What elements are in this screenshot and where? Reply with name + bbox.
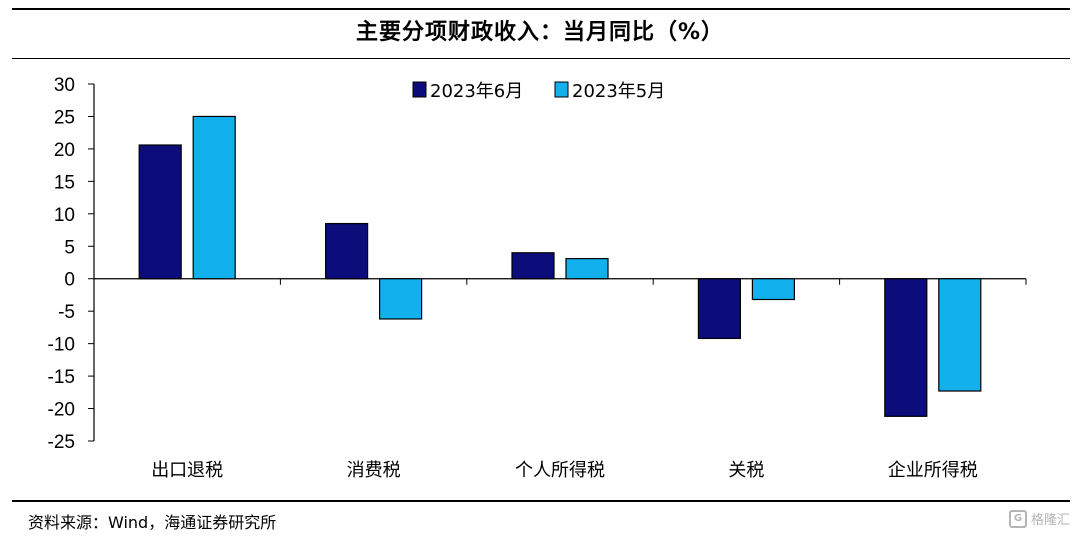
y-tick-label: 10 <box>54 205 75 226</box>
legend-label: 2023年6月 <box>430 81 523 102</box>
y-tick-label: -5 <box>58 302 75 323</box>
category-label: 关税 <box>728 460 764 481</box>
y-tick-label: 20 <box>54 140 75 161</box>
watermark-text: 格隆汇 <box>1030 513 1070 528</box>
legend-label: 2023年5月 <box>572 81 665 102</box>
chart-title: 主要分项财政收入：当月同比（%） <box>355 20 725 45</box>
bar <box>565 258 609 280</box>
category-label: 消费税 <box>347 460 401 481</box>
title-divider <box>12 58 1070 59</box>
y-tick-label: -20 <box>48 400 75 421</box>
bar <box>751 278 796 301</box>
bar <box>325 222 369 280</box>
watermark: G 格隆汇 <box>1008 509 1070 528</box>
bar-chart: 30 25 20 15 10 5 0 -5 -10 -15 -20 -25 出口退税 消费税 个人所得税 关… <box>48 75 1027 481</box>
legend-swatch <box>554 81 569 98</box>
bar <box>379 278 423 320</box>
y-tick-label: 30 <box>54 75 75 96</box>
bottom-rule <box>12 500 1070 502</box>
legend-swatch <box>412 81 427 98</box>
bar <box>938 278 982 392</box>
x-axis: 出口退税 消费税 个人所得税 关税 企业所得税 <box>93 278 1027 481</box>
y-tick-label: -25 <box>48 432 75 453</box>
y-tick-label: 0 <box>64 270 75 291</box>
bar <box>697 278 742 340</box>
y-tick-label: -10 <box>48 335 75 356</box>
y-tick-label: 25 <box>54 107 75 128</box>
bar <box>192 115 236 280</box>
bar <box>884 278 928 417</box>
g-logo-icon: G <box>1008 509 1027 528</box>
top-rule <box>12 8 1070 10</box>
bar <box>138 144 182 280</box>
category-label: 个人所得税 <box>515 460 605 481</box>
legend: 2023年6月 2023年5月 <box>412 81 665 102</box>
y-tick-label: 5 <box>64 237 75 258</box>
category-label: 企业所得税 <box>888 460 978 481</box>
category-label: 出口退税 <box>151 460 223 481</box>
y-tick-label: 15 <box>54 172 75 193</box>
bars <box>138 115 982 417</box>
source-note: 资料来源：Wind，海通证券研究所 <box>28 513 277 532</box>
bar <box>511 252 555 280</box>
y-axis: 30 25 20 15 10 5 0 -5 -10 -15 -20 -25 <box>48 75 95 453</box>
y-tick-label: -15 <box>48 367 75 388</box>
